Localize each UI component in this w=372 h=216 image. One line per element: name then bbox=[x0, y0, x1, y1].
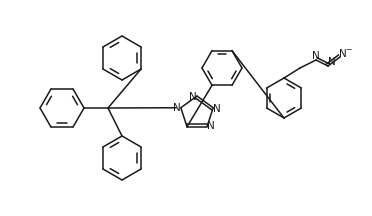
Text: N: N bbox=[173, 103, 181, 113]
Text: N: N bbox=[339, 49, 347, 59]
Text: N: N bbox=[189, 92, 197, 102]
Text: N: N bbox=[328, 57, 336, 67]
Text: N: N bbox=[213, 104, 221, 114]
Text: N: N bbox=[312, 51, 320, 61]
Text: N: N bbox=[207, 121, 215, 131]
Text: −: − bbox=[345, 46, 351, 54]
